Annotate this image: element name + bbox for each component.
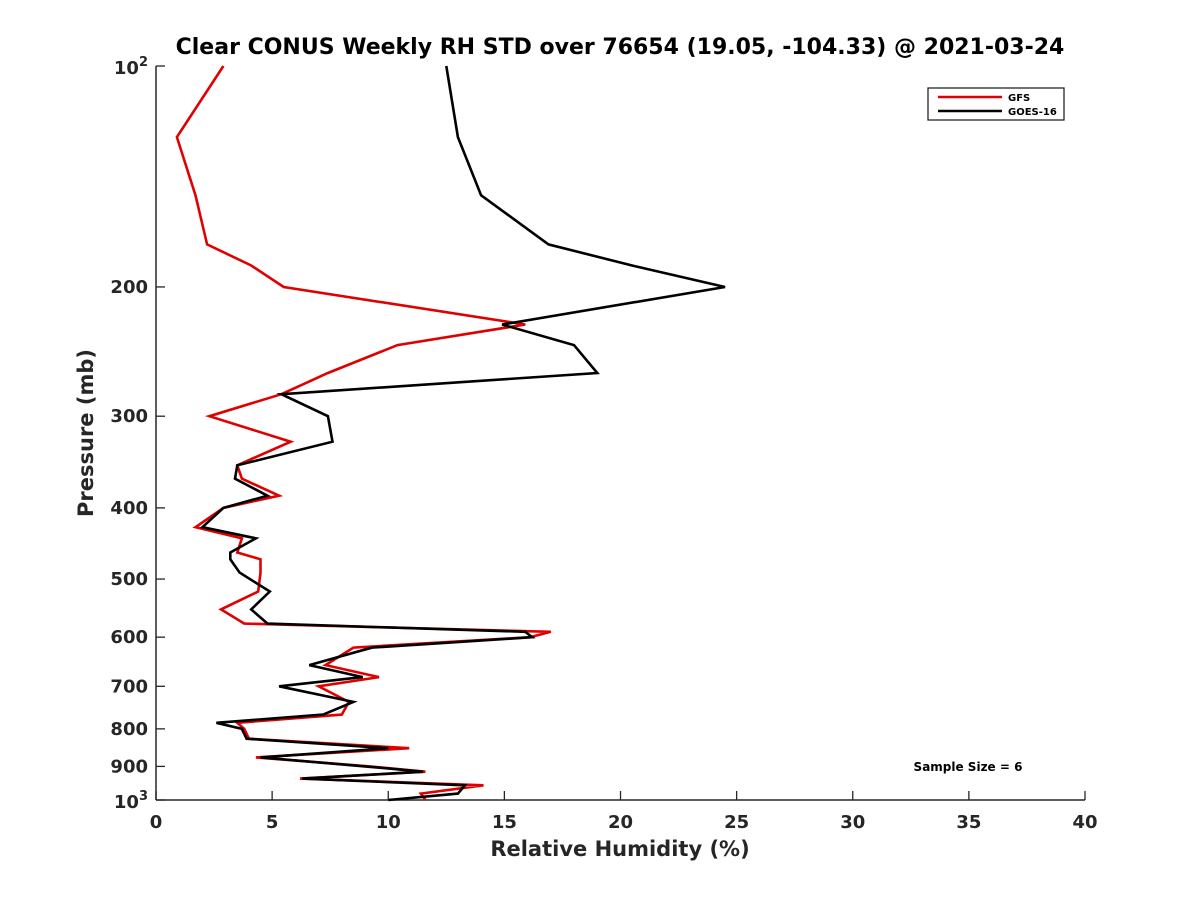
- legend: GFS GOES-16: [927, 87, 1065, 121]
- y-tick-label: 500: [110, 569, 148, 590]
- series-layer: [175, 65, 726, 802]
- x-axis-label: Relative Humidity (%): [490, 837, 749, 861]
- y-tick-label-top: 102: [114, 55, 148, 79]
- y-tick-label: 700: [110, 676, 148, 697]
- x-tick-label: 35: [956, 812, 981, 833]
- y-tick-label: 400: [110, 498, 148, 519]
- y-tick-label: 300: [110, 406, 148, 427]
- chart-title: Clear CONUS Weekly RH STD over 76654 (19…: [176, 35, 1065, 60]
- sample-size-annotation: Sample Size = 6: [914, 760, 1023, 774]
- y-tick-label: 800: [110, 719, 148, 740]
- y-tick-label: 600: [110, 627, 148, 648]
- x-tick-label: 15: [492, 812, 517, 833]
- series-line-goes-16: [199, 65, 726, 802]
- legend-label-gfs: GFS: [1008, 93, 1030, 104]
- x-tick-label: 40: [1072, 812, 1097, 833]
- x-tick-label: 30: [840, 812, 865, 833]
- x-tick-label: 25: [724, 812, 749, 833]
- x-tick-label: 10: [376, 812, 401, 833]
- series-line-gfs: [175, 65, 552, 801]
- y-axis-label: Pressure (mb): [74, 349, 98, 517]
- y-tick-label: 200: [110, 277, 148, 298]
- y-tick-label-bottom: 103: [114, 789, 148, 813]
- legend-label-goes-16: GOES-16: [1008, 107, 1057, 118]
- y-tick-label: 900: [110, 756, 148, 777]
- axes: 0 5 10 15 20 25 30 35 40 200 300 400 500 600 700 800 900…: [110, 55, 1097, 833]
- x-tick-label: 5: [266, 812, 279, 833]
- legend-box: [927, 87, 1065, 121]
- x-tick-label: 20: [608, 812, 633, 833]
- x-tick-label: 0: [150, 812, 163, 833]
